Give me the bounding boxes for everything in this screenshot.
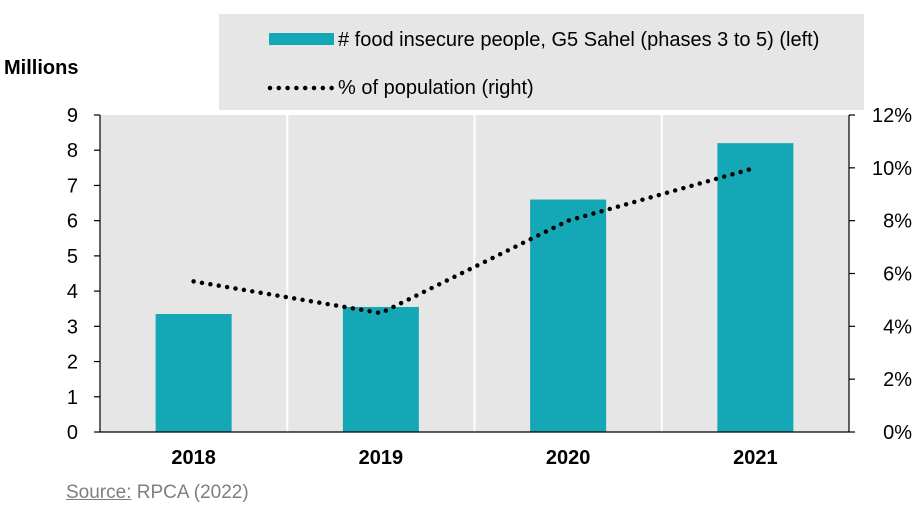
left-axis-unit: Millions: [4, 57, 78, 79]
source-label: Source:: [66, 482, 132, 503]
bar-2018: [155, 314, 232, 432]
left-tick-label: 8: [67, 140, 78, 162]
legend-label-bars: # food insecure people, G5 Sahel (phases…: [338, 29, 819, 51]
legend-bar-swatch: [269, 33, 334, 45]
bar-2021: [717, 143, 794, 432]
right-tick-label: 12%: [872, 105, 912, 127]
gridlines: [286, 115, 663, 432]
source-text: RPCA (2022): [131, 482, 249, 503]
source-note: Source: RPCA (2022): [66, 482, 249, 504]
left-tick-label: 3: [67, 316, 78, 338]
right-tick-label: 6%: [883, 264, 912, 286]
category-labels: 2018 2019 2020 2021: [171, 447, 777, 469]
right-tick-label: 10%: [872, 158, 912, 180]
left-axis-labels: 0 1 2 3 4 5 6 7 8 9: [67, 105, 78, 444]
axes: [94, 114, 855, 433]
right-tick-label: 4%: [883, 316, 912, 338]
legend-label-line: % of population (right): [338, 77, 534, 99]
left-tick-label: 6: [67, 211, 78, 233]
legend: # food insecure people, G5 Sahel (phases…: [219, 14, 864, 110]
right-tick-label: 8%: [883, 211, 912, 233]
left-tick-label: 5: [67, 246, 78, 268]
category-label: 2019: [359, 447, 404, 469]
legend-box: [219, 14, 864, 110]
left-tick-label: 4: [67, 281, 78, 303]
bar-2020: [530, 199, 607, 432]
left-tick-label: 2: [67, 352, 78, 374]
left-tick-label: 7: [67, 175, 78, 197]
category-label: 2018: [171, 447, 216, 469]
left-tick-label: 1: [67, 387, 78, 409]
percent-line: [191, 165, 758, 316]
left-tick-label: 9: [67, 105, 78, 127]
bars: [155, 143, 794, 432]
category-label: 2020: [546, 447, 591, 469]
percent-series-line: [191, 165, 758, 316]
right-tick-label: 2%: [883, 369, 912, 391]
right-tick-label: 0%: [883, 422, 912, 444]
category-label: 2021: [733, 447, 778, 469]
left-tick-label: 0: [67, 422, 78, 444]
right-axis-labels: 0% 2% 4% 6% 8% 10% 12%: [872, 105, 912, 444]
bar-2019: [342, 306, 419, 432]
